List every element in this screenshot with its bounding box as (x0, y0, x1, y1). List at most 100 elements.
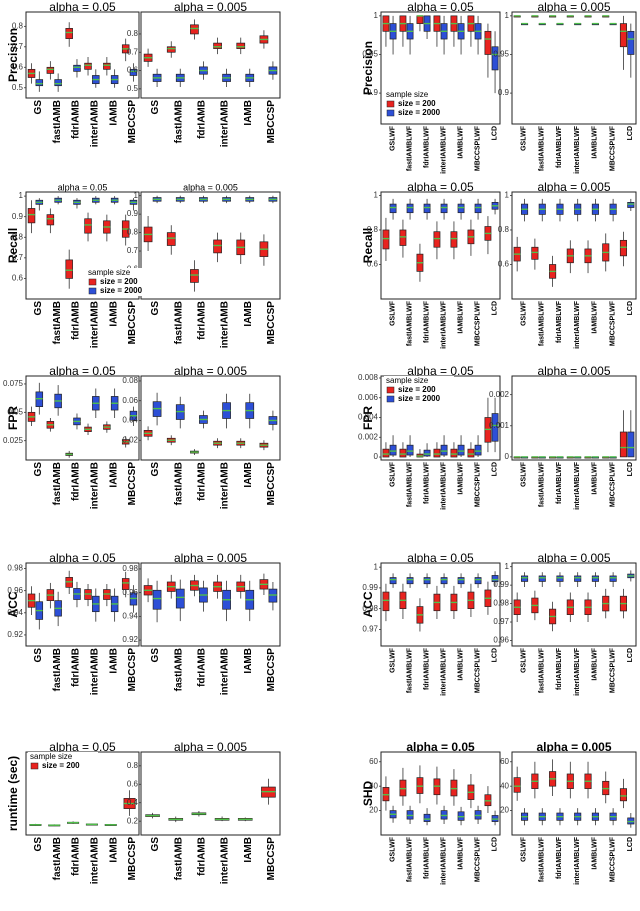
y-tick-label: 0.7 (127, 246, 139, 255)
category-label: interIAMBLWF (440, 836, 447, 885)
box-body (382, 591, 390, 612)
box-body (423, 203, 431, 214)
box-fdrIAMB-size200 (190, 260, 199, 292)
y-tick-label: 0.02 (122, 435, 138, 444)
category-label: interIAMB (90, 648, 101, 695)
box-GSLWF-size2000 (389, 198, 397, 220)
box-fdrIAMBLWF-size2000 (423, 443, 431, 458)
chart-left-acc: ACC alpha = 0.05 0.92 0.94 0.96 0.98 GS fastIAM… (6, 551, 281, 695)
y-tick-label: 0.05 (7, 407, 23, 416)
y-axis-label: SHD (361, 781, 375, 807)
category-label: fdrIAMBLWF (423, 836, 430, 879)
category-label: fdrIAMB (71, 462, 82, 501)
box-GSLWF-size200 (513, 456, 521, 459)
category-label: interIAMBLWF (574, 647, 581, 696)
box-LCD-size200 (619, 778, 627, 809)
category-label: fastIAMB (52, 648, 63, 691)
panel-alpha-005: alpha = 0.05 0.5 0.6 0.7 0.8 GS fastIAMB fdrIAM… (12, 0, 140, 147)
chart-right-fpr: FPR alpha = 0.05 0 0.002 0.004 0.006 0.008 GSLW… (358, 364, 637, 510)
box-body (491, 413, 499, 442)
y-tick-label: 0.98 (122, 564, 138, 573)
panel-title: alpha = 0.005 (537, 364, 610, 378)
chart-left-fpr: FPR alpha = 0.05 0.025 0.05 0.075 GS fastIAMB f… (3, 364, 281, 509)
category-label: MBCCSPLWF (609, 647, 616, 693)
box-MBCCSPLWF-size2000 (474, 15, 482, 55)
box-fdrIAMBLWF-size200 (416, 449, 424, 458)
chart-left-precision: Precision alpha = 0.05 0.5 0.6 0.7 0.8 GS fastI… (6, 0, 281, 147)
category-label: GSLWF (389, 647, 396, 673)
y-tick-label: 0.8 (127, 228, 139, 237)
category-label: LCD (491, 301, 498, 315)
panel-alpha-005: alpha = 0.05 0.97 0.98 0.99 1 GSLWF fastIAMBLW… (362, 551, 501, 696)
y-tick-label: 0 (374, 452, 379, 461)
box-IAMB-size2000 (110, 69, 119, 88)
category-label: fdrIAMB (71, 100, 82, 139)
box-interIAMB-size2000 (92, 69, 100, 88)
box-body (406, 444, 414, 456)
legend-title: sample size (386, 376, 429, 385)
box-fastIAMB-size200 (166, 435, 176, 446)
y-tick-label: 0 (505, 452, 510, 461)
box-fastIAMBLWF-size200 (399, 767, 407, 806)
box-fastIAMB-size200 (166, 574, 176, 599)
panel-frame (25, 562, 140, 647)
y-tick-label: 0.2 (127, 816, 139, 825)
box-MBCCSPLWF-size2000 (474, 805, 482, 825)
category-label: fdrIAMBLWF (556, 836, 563, 879)
box-body (457, 577, 465, 585)
box-body (450, 231, 458, 248)
panel-frame (380, 191, 501, 300)
category-label: fastIAMB (52, 837, 63, 880)
category-label: GSLWF (389, 836, 396, 862)
panel-frame (511, 375, 637, 461)
y-tick-label: 0.99 (493, 580, 509, 589)
box-GSLWF-size2000 (521, 198, 529, 222)
box-body (423, 449, 431, 457)
box-body (65, 259, 73, 279)
category-label: GSLWF (389, 125, 396, 151)
legend-item: size = 200 (100, 277, 138, 286)
category-label: interIAMB (220, 462, 231, 509)
category-label: interIAMB (90, 301, 101, 348)
box-fdrIAMB-size200 (65, 22, 73, 47)
panel-alpha-005: alpha = 0.05 0.6 0.8 1 GSLWF fastIAMBLWF fdrIA… (367, 180, 501, 349)
category-label: fdrIAMBLWF (423, 125, 430, 168)
box-LCD-size2000 (491, 571, 499, 586)
category-label: fastIAMBLWF (406, 461, 413, 507)
box-MBCCSPLWF-size2000 (609, 572, 617, 587)
category-label: GS (33, 462, 44, 477)
y-tick-label: 0.4 (127, 798, 139, 807)
box-IAMB-size2000 (245, 580, 255, 622)
panel-frame (25, 11, 140, 99)
legend-swatch (88, 278, 97, 286)
box-interIAMB-size200 (85, 823, 98, 826)
panel-frame (140, 562, 281, 647)
y-tick-label: 0.06 (122, 396, 138, 405)
box-LCD-size200 (484, 581, 492, 615)
box-fastIAMB-size200 (46, 418, 55, 432)
box-fdrIAMB-size200 (65, 249, 73, 289)
box-IAMBLWF-size200 (450, 442, 458, 458)
category-label: MBCCSP (266, 462, 277, 506)
box-fastIAMB-size200 (48, 824, 61, 827)
y-tick-label: 1 (374, 191, 379, 200)
box-interIAMBLWF-size2000 (574, 198, 582, 222)
panel-frame (511, 11, 637, 125)
category-label: LCD (627, 126, 634, 140)
category-label: IAMB (243, 100, 254, 126)
box-fdrIAMB-size2000 (73, 413, 81, 430)
box-body (474, 203, 482, 214)
box-body (474, 444, 482, 456)
panel-frame (140, 11, 281, 99)
box-fastIAMB-size2000 (175, 195, 185, 204)
y-tick-label: 0.6 (127, 66, 139, 75)
box-fdrIAMB-size200 (190, 19, 199, 40)
category-label: interIAMBLWF (440, 647, 447, 696)
category-label: GS (33, 301, 44, 316)
y-tick-label: 1 (505, 191, 510, 200)
box-fastIAMBLWF-size2000 (538, 456, 546, 459)
box-interIAMBLWF-size2000 (574, 808, 582, 826)
box-MBCCSP-size2000 (129, 198, 138, 211)
